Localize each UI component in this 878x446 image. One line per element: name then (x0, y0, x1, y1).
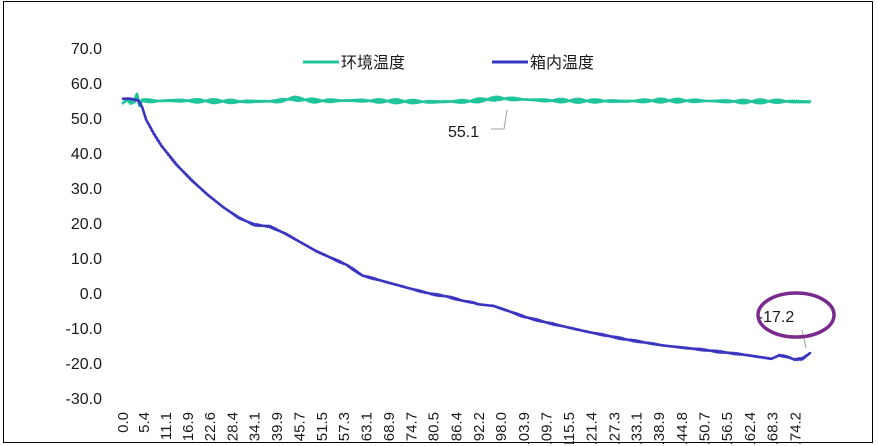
x-tick-label: 98.0 (493, 412, 510, 441)
y-tick-label: -10.0 (66, 321, 103, 338)
x-tick-label: 68.9 (381, 412, 398, 441)
x-tick-label: 5.4 (136, 412, 153, 433)
x-tick-label: 86.4 (448, 412, 465, 441)
x-tick-label: 109.7 (538, 412, 555, 444)
y-tick-label: 70.0 (71, 41, 102, 58)
x-tick-label: 127.3 (606, 412, 623, 444)
x-tick-label: 51.5 (314, 412, 331, 441)
x-tick-label: 16.9 (180, 412, 197, 441)
x-tick-label: 39.9 (269, 412, 286, 441)
x-tick-label: 45.7 (291, 412, 308, 441)
x-tick-label: 57.3 (336, 412, 353, 441)
series-line-2 (121, 97, 812, 362)
y-tick-label: 40.0 (71, 146, 102, 163)
data-label: 55.1 (448, 124, 479, 141)
chart-frame: 70.0 60.0 50.0 40.0 30.0 20.0 10.0 0.0 -10.0 -20.… (3, 1, 873, 444)
x-tick-label: 121.4 (584, 412, 601, 444)
legend-label: 箱内温度 (530, 54, 594, 72)
y-tick-label: 30.0 (71, 181, 102, 198)
y-tick-label: 10.0 (71, 251, 102, 268)
x-tick-label: 138.9 (651, 412, 668, 444)
x-tick-label: 34.1 (247, 412, 264, 441)
x-tick-label: 74.7 (403, 412, 420, 441)
x-tick-label: 103.9 (516, 412, 533, 444)
y-tick-label: 0.0 (80, 286, 102, 303)
x-tick-label: 168.3 (765, 412, 782, 444)
highlight-circle (756, 291, 836, 339)
x-tick-label: 0.0 (115, 412, 132, 433)
x-tick-label: 144.8 (674, 412, 691, 444)
x-tick-label: 22.6 (202, 412, 219, 441)
data-label: -17.2 (758, 309, 795, 326)
x-tick-label: 156.5 (719, 412, 736, 444)
y-tick-label: -30.0 (66, 391, 103, 408)
x-tick-label: 28.4 (225, 412, 242, 441)
y-tick-label: -20.0 (66, 356, 103, 373)
x-tick-label: 80.5 (426, 412, 443, 441)
x-axis-labels: 0.0 5.4 11.1 16.9 22.6 28.4 34.1 39.9 45.7 51.5 57… (115, 412, 804, 444)
x-tick-label: 92.2 (471, 412, 488, 441)
x-tick-label: 11.1 (158, 412, 175, 440)
y-tick-label: 50.0 (71, 111, 102, 128)
x-tick-label: 63.1 (359, 412, 376, 441)
series-layer (121, 92, 812, 362)
y-axis-labels: 70.0 60.0 50.0 40.0 30.0 20.0 10.0 0.0 -10.0 -20.… (66, 41, 103, 408)
line-chart: 70.0 60.0 50.0 40.0 30.0 20.0 10.0 0.0 -10.0 -20.… (66, 41, 836, 444)
x-tick-label: 133.1 (629, 412, 646, 444)
legend: 环境温度 箱内温度 (303, 53, 594, 72)
y-tick-label: 20.0 (71, 216, 102, 233)
x-tick-label: 162.4 (742, 412, 759, 444)
annotation-layer: 55.1 -17.2 (448, 109, 836, 349)
series-line-1 (121, 92, 812, 108)
x-tick-label: 115.5 (561, 412, 578, 444)
leader-line (801, 329, 807, 349)
leader-line (491, 109, 508, 130)
legend-label: 环境温度 (341, 53, 405, 72)
y-tick-label: 60.0 (71, 76, 102, 93)
x-tick-label: 150.7 (697, 412, 714, 444)
x-tick-label: 174.2 (787, 412, 804, 444)
